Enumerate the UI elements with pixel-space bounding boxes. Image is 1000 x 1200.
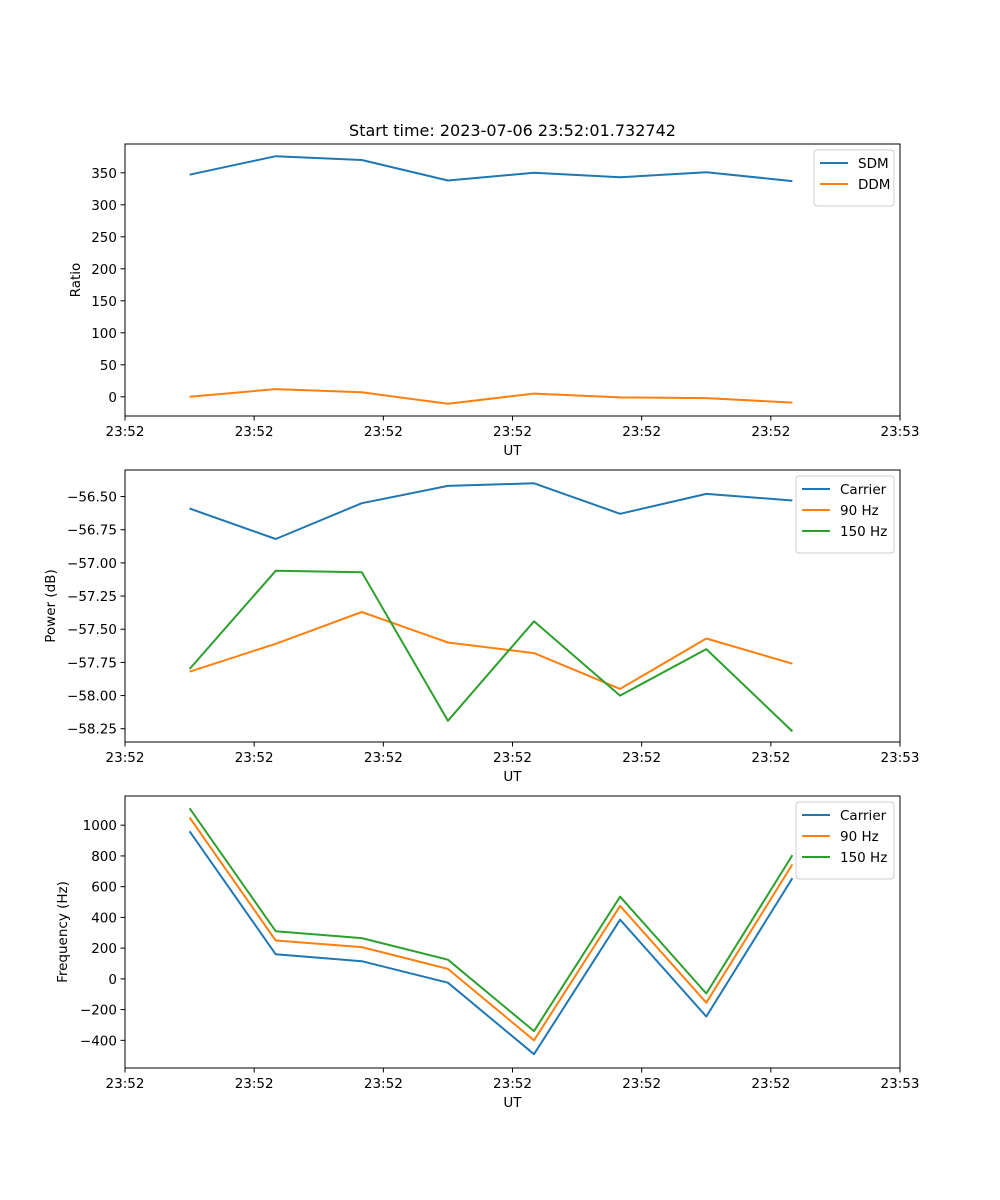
legend-label: 150 Hz bbox=[840, 850, 887, 866]
x-axis-label: UT bbox=[503, 443, 522, 459]
legend-label: SDM bbox=[858, 156, 889, 172]
y-tick-label: −57.75 bbox=[67, 655, 117, 671]
x-tick-label: 23:52 bbox=[364, 424, 403, 440]
y-tick-label: 0 bbox=[108, 390, 117, 406]
x-tick-label: 23:52 bbox=[493, 424, 532, 440]
x-tick-label: 23:53 bbox=[881, 750, 920, 766]
y-tick-label: 200 bbox=[91, 262, 117, 278]
y-tick-label: −58.25 bbox=[67, 722, 117, 738]
legend-label: 150 Hz bbox=[840, 524, 887, 540]
y-tick-label: 200 bbox=[91, 941, 117, 957]
legend-label: Carrier bbox=[840, 482, 887, 498]
x-tick-label: 23:52 bbox=[364, 750, 403, 766]
y-tick-label: 1000 bbox=[83, 818, 117, 834]
y-axis-label: Ratio bbox=[68, 263, 84, 298]
y-tick-label: 0 bbox=[108, 972, 117, 988]
x-tick-label: 23:52 bbox=[106, 1076, 145, 1092]
y-tick-label: 300 bbox=[91, 198, 117, 214]
x-tick-label: 23:52 bbox=[235, 750, 274, 766]
y-tick-label: 50 bbox=[100, 358, 117, 374]
subplot-1: Start time: 2023-07-06 23:52:01.732742 23… bbox=[68, 121, 919, 459]
x-tick-label: 23:52 bbox=[622, 424, 661, 440]
x-tick-label: 23:52 bbox=[622, 1076, 661, 1092]
series-line-carrier bbox=[188, 830, 794, 1056]
x-tick-label: 23:53 bbox=[881, 424, 920, 440]
series-line-90-hz bbox=[188, 816, 794, 1042]
x-tick-label: 23:52 bbox=[751, 750, 790, 766]
y-axis-label: Power (dB) bbox=[43, 569, 59, 642]
y-tick-label: −58.00 bbox=[67, 689, 117, 705]
legend-box bbox=[795, 475, 895, 554]
y-tick-label: 800 bbox=[91, 849, 117, 865]
y-tick-label: −56.50 bbox=[67, 490, 117, 506]
y-tick-label: −57.25 bbox=[67, 589, 117, 605]
legend-label: Carrier bbox=[840, 808, 887, 824]
y-tick-label: 250 bbox=[91, 230, 117, 246]
y-axis-label: Frequency (Hz) bbox=[55, 881, 71, 983]
x-tick-label: 23:52 bbox=[106, 750, 145, 766]
series-line-90-hz bbox=[189, 611, 793, 690]
y-tick-label: −56.75 bbox=[67, 523, 117, 539]
x-tick-label: 23:52 bbox=[364, 1076, 403, 1092]
legend-box bbox=[795, 801, 895, 880]
x-tick-label: 23:53 bbox=[881, 1076, 920, 1092]
x-tick-label: 23:52 bbox=[751, 424, 790, 440]
subplot-2: 23:52 23:52 23:52 23:52 23:52 23:52 23:53 −58.2… bbox=[43, 469, 920, 785]
x-axis-label: UT bbox=[503, 769, 522, 785]
series-line-sdm bbox=[189, 155, 793, 183]
x-tick-label: 23:52 bbox=[235, 1076, 274, 1092]
legend-label: DDM bbox=[858, 177, 890, 193]
legend-label: 90 Hz bbox=[840, 829, 879, 845]
subplot-3: 23:52 23:52 23:52 23:52 23:52 23:52 23:53 −400 −… bbox=[55, 795, 920, 1111]
legend: Carrier 90 Hz 150 Hz bbox=[795, 801, 895, 880]
x-tick-label: 23:52 bbox=[751, 1076, 790, 1092]
chart-title: Start time: 2023-07-06 23:52:01.732742 bbox=[349, 121, 676, 140]
x-tick-label: 23:52 bbox=[493, 1076, 532, 1092]
y-tick-label: 150 bbox=[91, 294, 117, 310]
series-line-150-hz bbox=[188, 807, 794, 1033]
y-tick-label: −400 bbox=[80, 1033, 117, 1049]
series-line-carrier bbox=[189, 482, 793, 540]
y-tick-label: 600 bbox=[91, 880, 117, 896]
series-line-ddm bbox=[189, 388, 793, 405]
legend: SDM DDM bbox=[813, 149, 895, 207]
x-tick-label: 23:52 bbox=[235, 424, 274, 440]
x-tick-label: 23:52 bbox=[622, 750, 661, 766]
y-tick-label: −200 bbox=[80, 1003, 117, 1019]
y-tick-label: 350 bbox=[91, 166, 117, 182]
x-tick-label: 23:52 bbox=[106, 424, 145, 440]
y-tick-label: −57.00 bbox=[67, 556, 117, 572]
x-tick-label: 23:52 bbox=[493, 750, 532, 766]
y-tick-label: −57.50 bbox=[67, 622, 117, 638]
series-line-150-hz bbox=[188, 569, 794, 733]
legend-label: 90 Hz bbox=[840, 503, 879, 519]
y-tick-label: 100 bbox=[91, 326, 117, 342]
x-axis-label: UT bbox=[503, 1095, 522, 1111]
legend: Carrier 90 Hz 150 Hz bbox=[795, 475, 895, 554]
y-tick-label: 400 bbox=[91, 910, 117, 926]
